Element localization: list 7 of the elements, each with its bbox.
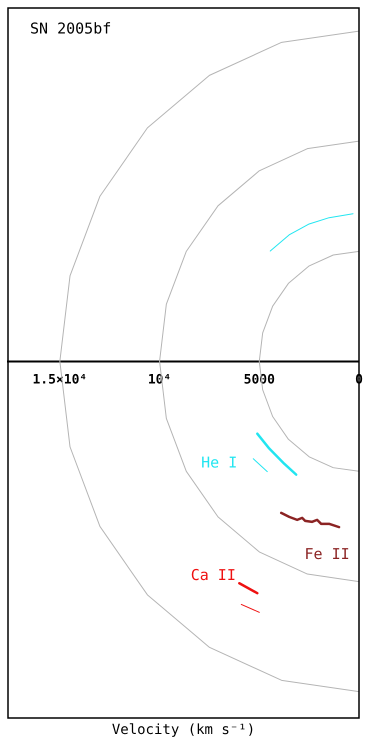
chart-title: SN 2005bf bbox=[30, 19, 112, 38]
series-label: Fe II bbox=[304, 545, 350, 564]
series-label: Ca II bbox=[190, 566, 236, 584]
x-tick-label: 1.5×10⁴ bbox=[32, 372, 88, 388]
x-tick-label: 5000 bbox=[244, 372, 276, 388]
x-axis-title: Velocity (km s⁻¹) bbox=[110, 722, 256, 738]
series-label: He I bbox=[201, 454, 238, 472]
